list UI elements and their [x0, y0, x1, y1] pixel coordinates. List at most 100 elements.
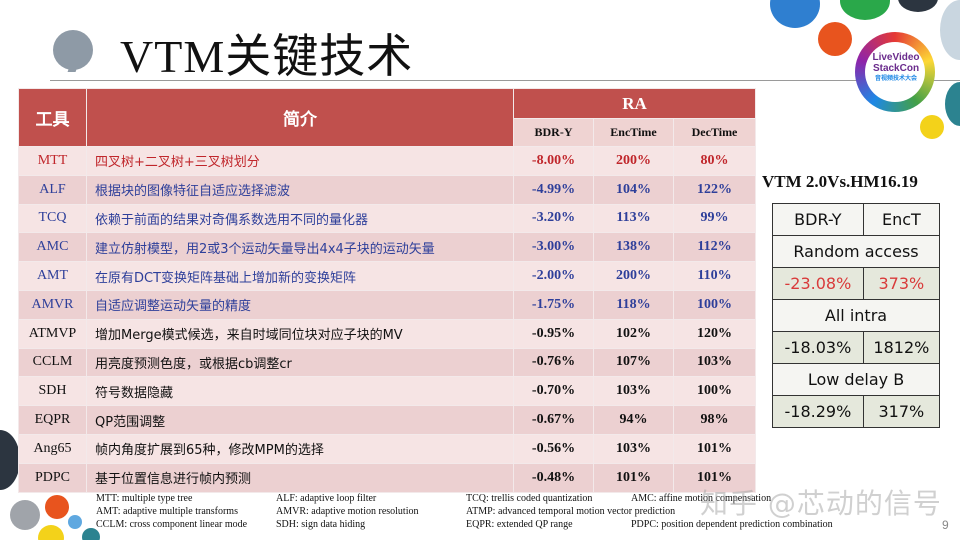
decor-bubble-blue-left-icon	[68, 515, 82, 529]
description-cell: QP范围调整	[86, 405, 514, 435]
table-row: SDH 符号数据隐藏 -0.70% 103% 100%	[18, 376, 757, 407]
dectime-cell: 101%	[672, 462, 757, 493]
table-row: MTT 四叉树+二叉树+三叉树划分 -8.00% 200% 80%	[18, 146, 757, 176]
page-title: VTM关键技术	[120, 31, 414, 82]
bdr-y-cell: -0.48%	[513, 462, 594, 493]
comparison-enc-value: 1812%	[862, 331, 941, 364]
enctime-cell: 101%	[593, 462, 674, 493]
enctime-cell: 94%	[593, 405, 674, 435]
decor-bubble-blue-icon	[770, 0, 820, 28]
description-cell: 基于位置信息进行帧内预测	[86, 462, 514, 493]
decor-bubble-light-icon	[940, 0, 960, 60]
table-row: AMVR 自适应调整运动矢量的精度 -1.75% 118% 100%	[18, 289, 757, 320]
comparison-col-enct: EncT	[862, 203, 941, 236]
bdr-y-cell: -0.56%	[513, 433, 594, 464]
bdr-y-cell: -8.00%	[513, 146, 594, 176]
tool-cell: MTT	[18, 146, 87, 176]
enctime-cell: 102%	[593, 318, 674, 349]
comparison-bdr-value: -23.08%	[772, 267, 864, 300]
enctime-cell: 113%	[593, 203, 674, 234]
decor-bubble-orange-icon	[818, 22, 852, 56]
logo: LiveVideo StackCon 音视频技术大会	[866, 52, 926, 85]
logo-line-2: StackCon	[872, 63, 920, 74]
description-cell: 用亮度预测色度，或根据cb调整cr	[86, 347, 514, 378]
table-row: Ang65 帧内角度扩展到65种，修改MPM的选择 -0.56% 103% 101%	[18, 433, 757, 464]
tool-cell: AMT	[18, 261, 87, 291]
comparison-bdr-value: -18.03%	[772, 331, 864, 364]
table-row: AMC 建立仿射模型，用2或3个运动矢量导出4x4子块的运动矢量 -3.00% 138…	[18, 232, 757, 263]
comparison-group-label: Random access	[772, 235, 940, 268]
description-cell: 建立仿射模型，用2或3个运动矢量导出4x4子块的运动矢量	[86, 232, 514, 263]
table-row: ALF 根据块的图像特征自适应选择滤波 -4.99% 104% 122%	[18, 174, 757, 205]
tool-cell: EQPR	[18, 405, 87, 435]
description-cell: 在原有DCT变换矩阵基础上增加新的变换矩阵	[86, 261, 514, 291]
dectime-cell: 100%	[672, 289, 757, 320]
logo-ring-inner	[865, 42, 925, 102]
comparison-enc-value: 373%	[862, 267, 941, 300]
footnote: ALF: adaptive loop filter	[276, 493, 377, 504]
title-divider	[50, 80, 960, 81]
description-cell: 帧内角度扩展到65种，修改MPM的选择	[86, 433, 514, 464]
description-cell: 根据块的图像特征自适应选择滤波	[86, 174, 514, 205]
decor-bubble-yellow-icon	[920, 115, 944, 139]
decor-bubble-dark-icon	[898, 0, 938, 12]
tool-cell: AMVR	[18, 289, 87, 320]
decor-bubble-yellow-left-icon	[38, 525, 64, 540]
tool-cell: PDPC	[18, 462, 87, 493]
footnote: MTT: multiple type tree	[96, 493, 193, 504]
description-cell: 增加Merge模式候选，来自时域同位块对应子块的MV	[86, 318, 514, 349]
enctime-cell: 103%	[593, 433, 674, 464]
enctime-cell: 200%	[593, 146, 674, 176]
enctime-cell: 103%	[593, 376, 674, 407]
tool-cell: ALF	[18, 174, 87, 205]
table-row: CCLM 用亮度预测色度，或根据cb调整cr -0.76% 107% 103%	[18, 347, 757, 378]
header-tool: 工具	[18, 88, 87, 147]
bdr-y-cell: -1.75%	[513, 289, 594, 320]
enctime-cell: 107%	[593, 347, 674, 378]
subheader-bdr-y: BDR-Y	[513, 118, 594, 147]
tool-cell: Ang65	[18, 433, 87, 464]
dectime-cell: 112%	[672, 232, 757, 263]
comparison-bdr-value: -18.29%	[772, 395, 864, 428]
watermark: 知乎 @芯动的信号	[700, 487, 942, 520]
decor-bubble-green-icon	[840, 0, 890, 20]
enctime-cell: 118%	[593, 289, 674, 320]
bdr-y-cell: -3.20%	[513, 203, 594, 234]
header-description: 简介	[86, 88, 514, 147]
header-ra: RA	[512, 88, 757, 119]
tool-cell: TCQ	[18, 203, 87, 234]
bdr-y-cell: -0.67%	[513, 405, 594, 435]
table-row: EQPR QP范围调整 -0.67% 94% 98%	[18, 405, 757, 435]
footnote: EQPR: extended QP range	[466, 519, 573, 530]
tool-cell: CCLM	[18, 347, 87, 378]
comparison-group-label: All intra	[772, 299, 940, 332]
enctime-cell: 138%	[593, 232, 674, 263]
enctime-cell: 104%	[593, 174, 674, 205]
dectime-cell: 98%	[672, 405, 757, 435]
decor-bubble-teal-left-icon	[82, 528, 100, 540]
dectime-cell: 103%	[672, 347, 757, 378]
table-row: ATMVP 增加Merge模式候选，来自时域同位块对应子块的MV -0.95% 102…	[18, 318, 757, 349]
description-cell: 依赖于前面的结果对奇偶系数选用不同的量化器	[86, 203, 514, 234]
description-cell: 符号数据隐藏	[86, 376, 514, 407]
dectime-cell: 110%	[672, 261, 757, 291]
footnote: AMC: affine motion compensation	[631, 493, 772, 504]
decor-bubble-orange-left-icon	[45, 495, 69, 519]
dectime-cell: 122%	[672, 174, 757, 205]
comparison-enc-value: 317%	[862, 395, 941, 428]
enctime-cell: 200%	[593, 261, 674, 291]
bdr-y-cell: -4.99%	[513, 174, 594, 205]
dectime-cell: 80%	[672, 146, 757, 176]
dectime-cell: 120%	[672, 318, 757, 349]
footnote: CCLM: cross component linear mode	[96, 519, 248, 530]
footnote: AMT: adaptive multiple transforms	[96, 506, 238, 517]
footnote: PDPC: position dependent prediction comb…	[631, 519, 833, 530]
title-bubble-icon	[53, 30, 93, 70]
bdr-y-cell: -2.00%	[513, 261, 594, 291]
dectime-cell: 99%	[672, 203, 757, 234]
decor-bubble-gray-icon	[10, 500, 40, 530]
footnote: TCQ: trellis coded quantization	[466, 493, 593, 504]
logo-line-3: 音视频技术大会	[874, 76, 917, 82]
comparison-table: BDR-Y EncT Random access -23.08% 373% Al…	[772, 203, 941, 428]
comparison-group-label: Low delay B	[772, 363, 940, 396]
